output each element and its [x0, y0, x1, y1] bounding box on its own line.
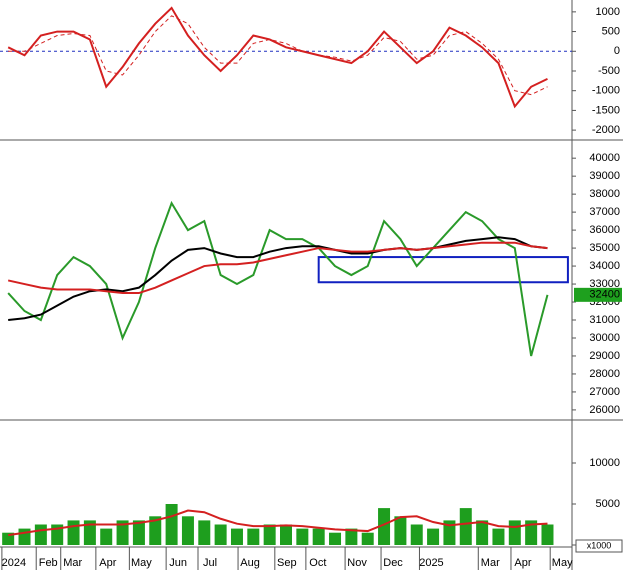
volume-bar: [525, 520, 538, 545]
volume-bar: [345, 528, 358, 545]
x-tick-label: 2025: [419, 557, 443, 569]
y-tick-label: 27000: [589, 386, 620, 398]
volume-bar: [247, 528, 260, 545]
y-tick-label: 28000: [589, 368, 620, 380]
y-tick-label: 35000: [589, 242, 620, 254]
last-price-marker: [574, 287, 622, 302]
x-tick-label: Apr: [514, 557, 531, 569]
volume-bar: [132, 520, 145, 545]
y-tick-label: 40000: [589, 152, 620, 164]
x-tick-label: Dec: [383, 557, 403, 569]
x-tick-label: 2024: [2, 557, 26, 569]
volume-bar: [508, 520, 521, 545]
x-tick-label: Mar: [481, 557, 500, 569]
y-tick-label: 37000: [589, 206, 620, 218]
series-line: [8, 15, 548, 96]
volume-bar: [214, 524, 227, 545]
last-price-label: 32400: [589, 289, 620, 301]
y-tick-label: 33000: [589, 278, 620, 290]
volume-bar: [329, 532, 342, 545]
volume-bar: [427, 528, 440, 545]
y-tick-label: 10000: [589, 457, 620, 469]
volume-bar: [116, 520, 129, 545]
x-tick-label: May: [552, 557, 573, 569]
y-tick-label: 26000: [589, 404, 620, 416]
volume-bar: [410, 524, 423, 545]
y-tick-label: -1000: [592, 85, 620, 97]
volume-bar: [361, 532, 374, 545]
x-tick-label: Mar: [63, 557, 82, 569]
y-tick-label: 34000: [589, 260, 620, 272]
x-tick-label: Jul: [203, 557, 217, 569]
volume-bar: [476, 520, 489, 545]
x-tick-label: May: [131, 557, 152, 569]
y-tick-label: 0: [614, 45, 620, 57]
y-tick-label: 500: [602, 25, 620, 37]
series-line: [7, 200, 549, 357]
volume-bar: [165, 504, 178, 545]
volume-bar: [100, 528, 113, 545]
volume-bar: [83, 520, 96, 545]
volume-bar: [492, 528, 505, 545]
volume-bar: [459, 508, 472, 545]
x-tick-label: Feb: [39, 557, 58, 569]
y-tick-label: 31000: [589, 314, 620, 326]
volume-bar: [378, 508, 391, 545]
y-tick-label: 30000: [589, 332, 620, 344]
y-tick-label: -500: [598, 65, 620, 77]
unit-box: [575, 539, 623, 553]
volume-bar: [230, 528, 243, 545]
volume-bar: [181, 516, 194, 545]
y-tick-label: 1000: [596, 6, 620, 18]
x-tick-label: Oct: [309, 557, 326, 569]
x-tick-label: Jun: [169, 557, 187, 569]
y-tick-label: 29000: [589, 350, 620, 362]
volume-bar: [541, 524, 554, 545]
y-tick-label: 38000: [589, 188, 620, 200]
x-tick-label: Aug: [240, 557, 260, 569]
volume-bar: [34, 524, 47, 545]
series-line: [8, 509, 548, 537]
x-tick-label: Sep: [277, 557, 297, 569]
volume-bar: [263, 524, 276, 545]
series-line: [7, 241, 548, 295]
y-tick-label: -2000: [592, 124, 620, 136]
x-tick-label: Nov: [347, 557, 367, 569]
y-tick-label: 5000: [596, 498, 620, 510]
volume-bar: [2, 532, 15, 545]
volume-bar: [312, 528, 325, 545]
y-tick-label: 36000: [589, 224, 620, 236]
series-line: [8, 236, 548, 322]
y-tick-label: -1500: [592, 104, 620, 116]
volume-bar: [443, 520, 456, 545]
y-tick-label: 39000: [589, 170, 620, 182]
support-zone: [317, 256, 569, 284]
unit-label: x1000: [587, 540, 612, 550]
series-line: [7, 6, 548, 109]
x-tick-label: Apr: [99, 557, 116, 569]
volume-bar: [280, 524, 292, 545]
volume-bar: [67, 520, 80, 545]
volume-bar: [198, 520, 211, 545]
volume-bar: [296, 528, 309, 545]
volume-bar: [394, 516, 407, 545]
volume-bar: [149, 516, 162, 545]
